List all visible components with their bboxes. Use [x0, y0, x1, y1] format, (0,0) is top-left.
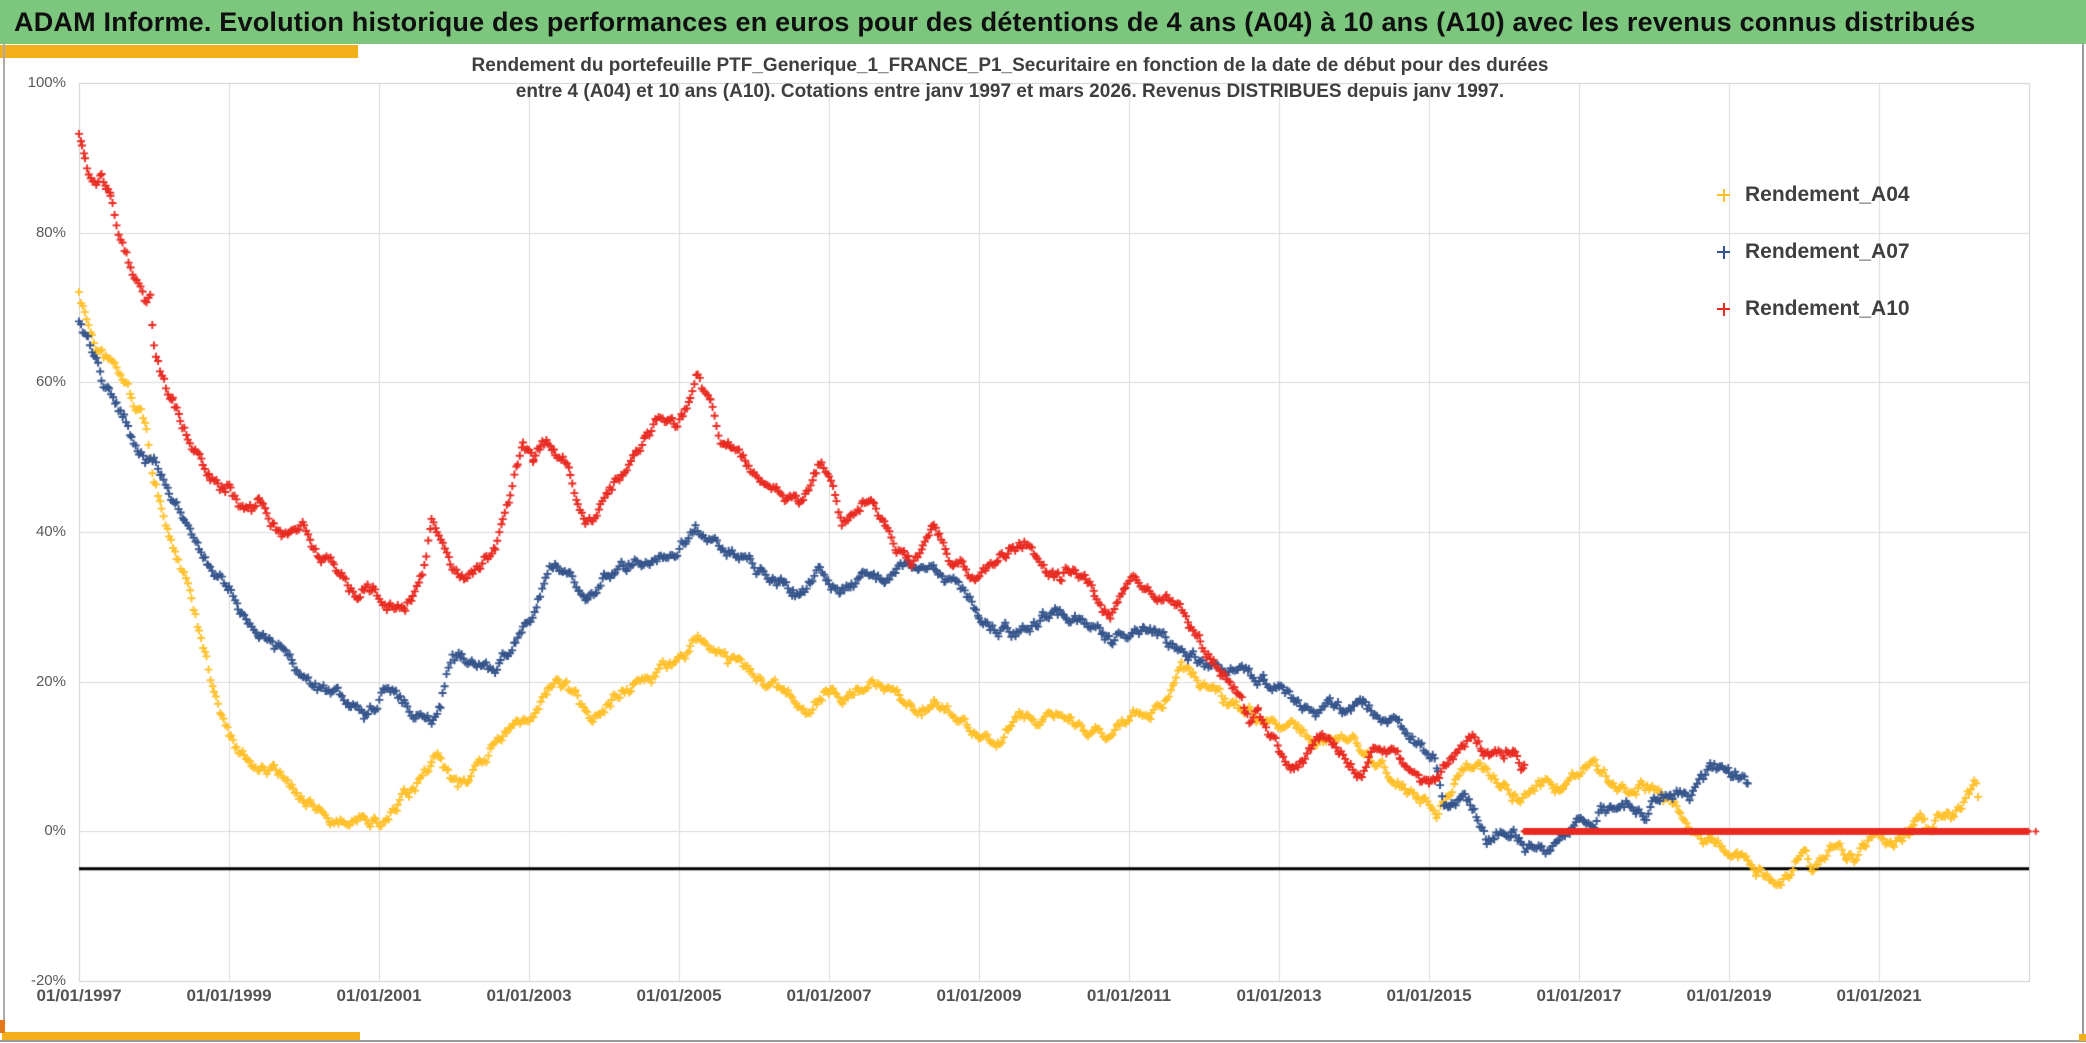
- window-border-bottom: [0, 1040, 2086, 1042]
- top-accent-bar: [0, 45, 358, 58]
- bottom-left-corner-accent: [0, 1020, 5, 1033]
- window-border-left: [3, 44, 5, 1041]
- legend-item-rendement_a10[interactable]: Rendement_A10: [1716, 295, 1910, 323]
- chart-title: Rendement du portefeuille PTF_Generique_…: [180, 53, 1840, 105]
- legend-plus-marker-icon: [1716, 245, 1731, 260]
- x-axis-label: 01/01/2009: [936, 986, 1022, 1005]
- x-axis-label: 01/01/2021: [1836, 986, 1922, 1005]
- x-axis-label: 01/01/2007: [786, 986, 872, 1005]
- legend-plus-marker-icon: [1716, 188, 1731, 203]
- chart-title-line1: Rendement du portefeuille PTF_Generique_…: [471, 55, 1549, 76]
- y-axis-label: 0%: [44, 822, 66, 840]
- y-axis-label: 100%: [27, 74, 66, 91]
- header-title: ADAM Informe. Evolution historique des p…: [14, 6, 1976, 37]
- legend-item-label: Rendement_A07: [1745, 240, 1910, 263]
- y-axis-label: 80%: [35, 223, 66, 241]
- x-axis-label: 01/01/1999: [186, 986, 272, 1005]
- chart-title-line2: entre 4 (A04) et 10 ans (A10). Cotations…: [515, 81, 1505, 102]
- bottom-accent-bar: [2, 1032, 360, 1040]
- x-axis-label: 01/01/2017: [1536, 986, 1622, 1005]
- x-axis-label: 01/01/2019: [1686, 986, 1772, 1005]
- x-axis-label: 01/01/2003: [486, 986, 572, 1005]
- x-axis-label: 01/01/2005: [636, 986, 722, 1005]
- y-axis-label: 20%: [35, 672, 66, 690]
- legend-item-label: Rendement_A10: [1745, 297, 1910, 320]
- window-border-right: [2082, 44, 2084, 1041]
- legend-item-rendement_a07[interactable]: Rendement_A07: [1716, 238, 1910, 266]
- legend-plus-marker-icon: [1716, 302, 1731, 317]
- x-axis-label: 01/01/2013: [1236, 986, 1322, 1005]
- bottom-right-corner-accent: [2079, 1034, 2086, 1041]
- x-axis-label: 01/01/1997: [36, 986, 122, 1005]
- y-axis-label: -20%: [30, 972, 66, 989]
- legend-item-label: Rendement_A04: [1745, 183, 1910, 206]
- y-axis-label: 40%: [35, 523, 66, 540]
- legend-item-rendement_a04[interactable]: Rendement_A04: [1716, 181, 1910, 209]
- header-bar: ADAM Informe. Evolution historique des p…: [0, 0, 2086, 44]
- y-axis-label: 60%: [35, 373, 66, 391]
- x-axis-label: 01/01/2001: [336, 986, 422, 1005]
- x-axis-label: 01/01/2011: [1086, 986, 1172, 1005]
- x-axis-label: 01/01/2015: [1386, 986, 1472, 1005]
